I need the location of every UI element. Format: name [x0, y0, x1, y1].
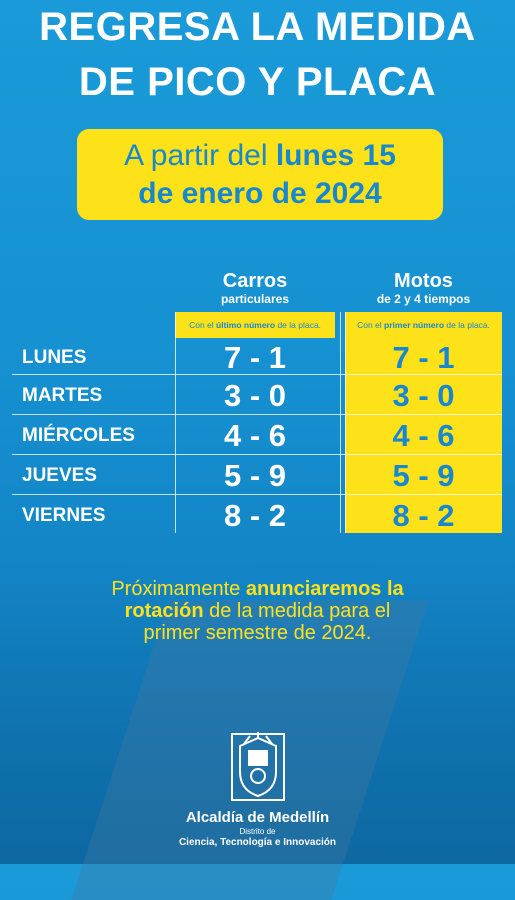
carros-subtitle: particulares: [220, 292, 290, 306]
carros-value: 7 - 1: [223, 340, 287, 375]
row-divider: [12, 414, 502, 415]
date-text: A partir del: [124, 138, 276, 172]
motos-value: 7 - 1: [392, 340, 455, 375]
carros-value: 8 - 2: [223, 498, 287, 533]
schedule-row: JUEVES 5 - 9 5 - 9: [0, 456, 515, 496]
day-label: VIERNES: [22, 505, 106, 526]
date-line-1: A partir del lunes 15: [124, 137, 396, 175]
announcement-line-2: rotación de la medida para el: [0, 600, 515, 622]
motos-note-post: de la placa.: [446, 320, 490, 330]
schedule-row: VIERNES 8 - 2 8 - 2: [0, 496, 515, 536]
coat-of-arms-icon: [230, 732, 285, 801]
motos-value: 4 - 6: [392, 418, 455, 453]
page-title: REGRESA LA MEDIDA DE PICO Y PLACA: [0, 0, 515, 110]
carros-note: Con el último número de la placa.: [175, 312, 335, 338]
column-header-carros: Carros particulares: [175, 270, 335, 306]
logo-sub1: Distrito de: [239, 827, 276, 836]
announcement-t1-bold: anunciaremos la: [245, 578, 404, 600]
motos-value: 3 - 0: [392, 378, 455, 413]
carros-note-post: de la placa.: [277, 320, 321, 330]
schedule-row: MARTES 3 - 0 3 - 0: [0, 376, 515, 416]
motos-subtitle: de 2 y 4 tiempos: [376, 292, 471, 306]
background-photo-shade: [0, 560, 515, 864]
title-line-1: REGRESA LA MEDIDA: [39, 5, 476, 49]
motos-value: 8 - 2: [392, 498, 455, 533]
date-bold: lunes 15: [275, 138, 396, 172]
announcement-line-1: Próximamente anunciaremos la: [0, 578, 515, 600]
motos-note-pre: Con el: [357, 320, 382, 330]
announcement-t1: Próximamente: [111, 578, 246, 600]
day-label: MARTES: [22, 385, 103, 406]
motos-value: 5 - 9: [392, 458, 455, 493]
alcaldia-logo: Alcaldía de Medellín Distrito de Ciencia…: [0, 732, 515, 849]
day-label: JUEVES: [22, 465, 97, 486]
schedule-row: MIÉRCOLES 4 - 6 4 - 6: [0, 416, 515, 456]
announcement-line-3: primer semestre de 2024.: [143, 622, 372, 644]
logo-sub2: Ciencia, Tecnología e Innovación: [178, 837, 337, 848]
carros-note-pre: Con el: [189, 320, 214, 330]
announcement-t2-bold: rotación: [124, 600, 204, 622]
date-line-2: de enero de 2024: [138, 175, 381, 213]
motos-note-bold: primer número: [384, 320, 445, 330]
carros-note-bold: último número: [216, 320, 276, 330]
carros-value: 4 - 6: [223, 418, 287, 453]
table-divider-left: [175, 312, 176, 533]
date-banner: A partir del lunes 15 de enero de 2024: [77, 129, 443, 220]
date-line-2-text: de enero de 2024: [138, 176, 382, 210]
carros-value: 3 - 0: [223, 378, 287, 413]
motos-title: Motos: [394, 270, 453, 292]
motos-highlight-panel: [345, 338, 502, 533]
column-header-motos: Motos de 2 y 4 tiempos: [345, 270, 502, 306]
schedule-row: LUNES 7 - 1 7 - 1: [0, 338, 515, 378]
row-divider: [12, 494, 502, 495]
table-divider-right: [345, 312, 346, 533]
row-divider: [12, 374, 502, 375]
carros-value: 5 - 9: [223, 458, 287, 493]
table-divider-center: [340, 312, 341, 533]
announcement-t2: de la medida para el: [203, 600, 391, 622]
day-label: MIÉRCOLES: [22, 425, 135, 446]
row-divider: [12, 454, 502, 455]
title-line-2: DE PICO Y PLACA: [78, 60, 437, 104]
logo-name: Alcaldía de Medellín: [185, 809, 330, 826]
motos-note: Con el primer número de la placa.: [345, 312, 502, 338]
carros-title: Carros: [222, 270, 288, 292]
announcement-text: Próximamente anunciaremos la rotación de…: [0, 578, 515, 644]
day-label: LUNES: [22, 347, 87, 368]
